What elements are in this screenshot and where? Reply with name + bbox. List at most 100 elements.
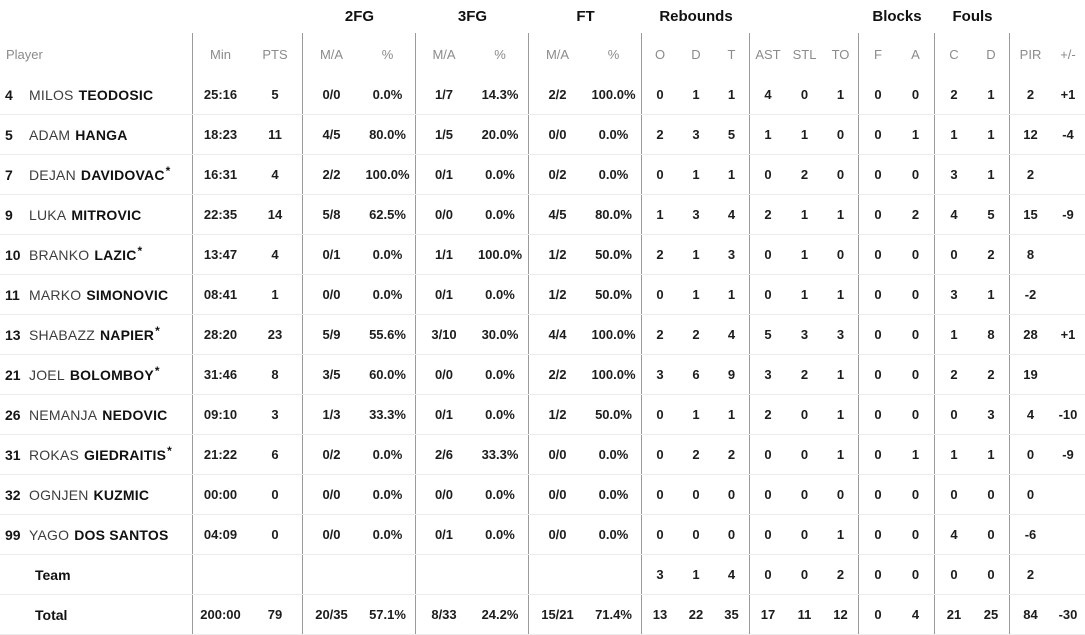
starter-mark: * (155, 323, 160, 338)
cell-pir: 15 (1023, 207, 1038, 222)
cell-ft-pct: 71.4% (586, 595, 642, 634)
cell-foul-c: 0 (950, 487, 958, 502)
cell-foul-d: 0 (973, 515, 1010, 554)
cell-ft-ma: 1/2 (548, 407, 567, 422)
cell-min: 13:47 (203, 247, 238, 262)
cell-2fg-pct: 62.5% (360, 195, 416, 234)
cell-blk-a: 0 (897, 75, 935, 114)
column-header-foul-c: C (949, 46, 959, 62)
player-first-name: ADAM (29, 126, 71, 143)
cell-plusminus: -4 (1062, 127, 1074, 142)
cell-min: 08:41 (203, 287, 238, 302)
cell-foul-d: 1 (973, 155, 1010, 194)
column-header-player: Player (0, 33, 193, 75)
cell-pts: 0 (248, 475, 303, 514)
cell-ft-pct: 0.0% (586, 475, 642, 514)
cell-3fg-ma: 0/1 (434, 407, 454, 422)
cell-min: 16:31 (203, 167, 238, 182)
cell-stl: 0 (800, 407, 809, 422)
column-header-to: TO (823, 33, 859, 75)
cell-2fg-ma: 20/35 (315, 607, 348, 622)
player-cell: 32 OGNJEN KUZMIC (0, 475, 193, 514)
cell-reb-t: 9 (714, 355, 750, 394)
cell-to: 2 (823, 555, 859, 594)
cell-blk-a: 4 (897, 595, 935, 634)
cell-ft-ma: 1/2 (548, 287, 567, 302)
player-number: 5 (5, 126, 13, 143)
cell-stl: 0 (800, 447, 809, 462)
cell-foul-d: 5 (973, 195, 1010, 234)
cell-blk-a: 0 (897, 555, 935, 594)
cell-3fg-ma: 1/1 (434, 247, 454, 262)
cell-reb-t: 0 (714, 475, 750, 514)
cell-3fg-ma: 2/6 (434, 447, 454, 462)
group-header-rebounds: Rebounds (659, 8, 733, 25)
group-header-fouls: Fouls (952, 8, 993, 25)
cell-ft-ma: 0/2 (548, 167, 567, 182)
cell-reb-o: 0 (656, 407, 664, 422)
cell-3fg-ma: 0/1 (434, 167, 454, 182)
cell-blk-f: 0 (874, 87, 882, 102)
cell-foul-c: 3 (950, 287, 958, 302)
cell-foul-d: 0 (973, 555, 1010, 594)
cell-ast: 0 (764, 567, 772, 582)
player-last-name: SIMONOVIC (86, 286, 169, 303)
player-cell: 26 NEMANJA NEDOVIC (0, 395, 193, 434)
cell-ft-pct: 100.0% (586, 75, 642, 114)
cell-ft-ma: 0/0 (548, 527, 567, 542)
cell-min (193, 555, 248, 594)
cell-2fg-ma: 5/8 (322, 207, 341, 222)
cell-blk-a: 0 (897, 275, 935, 314)
cell-reb-t: 2 (714, 435, 750, 474)
cell-reb-o: 2 (656, 127, 664, 142)
player-cell: Team (0, 555, 193, 594)
cell-min: 22:35 (203, 207, 238, 222)
cell-foul-c: 1 (950, 447, 958, 462)
group-header-blocks: Blocks (872, 8, 922, 25)
cell-pts: 23 (248, 315, 303, 354)
cell-stl: 2 (800, 367, 809, 382)
cell-2fg-ma: 4/5 (322, 127, 341, 142)
player-cell: 11 MARKO SIMONOVIC (0, 275, 193, 314)
cell-pts (248, 555, 303, 594)
player-cell: 9 LUKA MITROVIC (0, 195, 193, 234)
cell-3fg-pct: 0.0% (472, 155, 529, 194)
player-first-name: BRANKO (29, 246, 90, 263)
cell-pir: 4 (1026, 407, 1035, 422)
cell-ast: 2 (764, 207, 772, 222)
cell-stl: 11 (797, 607, 812, 622)
cell-plusminus (1051, 475, 1085, 514)
player-cell: 4 MILOS TEODOSIC (0, 75, 193, 114)
cell-reb-t: 1 (714, 395, 750, 434)
cell-plusminus: +1 (1060, 327, 1076, 342)
cell-3fg-pct: 30.0% (472, 315, 529, 354)
cell-plusminus (1051, 555, 1085, 594)
cell-foul-c: 21 (946, 607, 962, 622)
cell-pir: 2 (1026, 167, 1035, 182)
cell-to: 1 (823, 75, 859, 114)
column-header-reb-o: O (654, 46, 666, 62)
cell-foul-d: 2 (973, 355, 1010, 394)
cell-to: 1 (823, 355, 859, 394)
cell-foul-c: 3 (950, 167, 958, 182)
cell-reb-t: 1 (714, 75, 750, 114)
cell-stl: 0 (800, 87, 809, 102)
table-body: 4 MILOS TEODOSIC 25:16 5 0/0 0.0% 1/7 14… (0, 75, 1085, 635)
player-last-name: DAVIDOVAC (80, 166, 165, 183)
cell-reb-d: 1 (692, 247, 700, 262)
cell-blk-f: 0 (874, 287, 882, 302)
cell-blk-f: 0 (874, 127, 882, 142)
column-header-3fg-ma: M/A (432, 46, 456, 62)
cell-reb-o: 2 (656, 327, 664, 342)
player-last-name: NAPIER (99, 326, 155, 343)
cell-pir: 2 (1026, 87, 1035, 102)
player-number: 11 (5, 286, 20, 303)
cell-blk-f: 0 (874, 167, 882, 182)
cell-blk-a: 2 (897, 195, 935, 234)
cell-3fg-ma: 0/1 (434, 287, 454, 302)
column-header-blk-f: F (874, 46, 882, 62)
cell-pts: 3 (248, 395, 303, 434)
cell-plusminus: -10 (1058, 407, 1078, 422)
cell-2fg-pct: 0.0% (360, 515, 416, 554)
player-number: 13 (5, 326, 21, 343)
